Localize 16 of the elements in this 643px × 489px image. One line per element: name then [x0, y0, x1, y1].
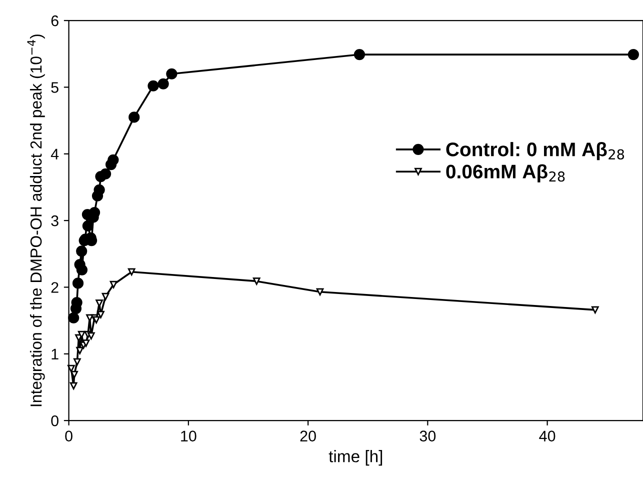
- x-axis-title: time [h]: [328, 450, 382, 466]
- y-tick-label: 2: [51, 282, 58, 293]
- y-tick-label: 6: [51, 15, 58, 26]
- legend-label: 0.06mM Aβ$_{28}$: [446, 164, 565, 182]
- y-tick-label: 5: [51, 82, 58, 93]
- x-tick-label: 30: [420, 430, 436, 442]
- legend-label: Control: 0 mM Aβ$_{28}$: [446, 142, 624, 160]
- y-tick-label: 4: [50, 148, 59, 160]
- y-tick-label: 3: [51, 215, 58, 226]
- y-tick-label: 0: [51, 415, 58, 426]
- x-tick-label: 20: [300, 430, 316, 442]
- y-tick-label: 1: [52, 348, 58, 360]
- y-axis-title: Integration of the DMPO-OH adduct 2nd peak (10$^{−4}$): [27, 34, 45, 406]
- x-tick-label: 0: [65, 430, 72, 442]
- x-tick-label: 10: [181, 430, 196, 442]
- x-tick-label: 40: [539, 430, 556, 442]
